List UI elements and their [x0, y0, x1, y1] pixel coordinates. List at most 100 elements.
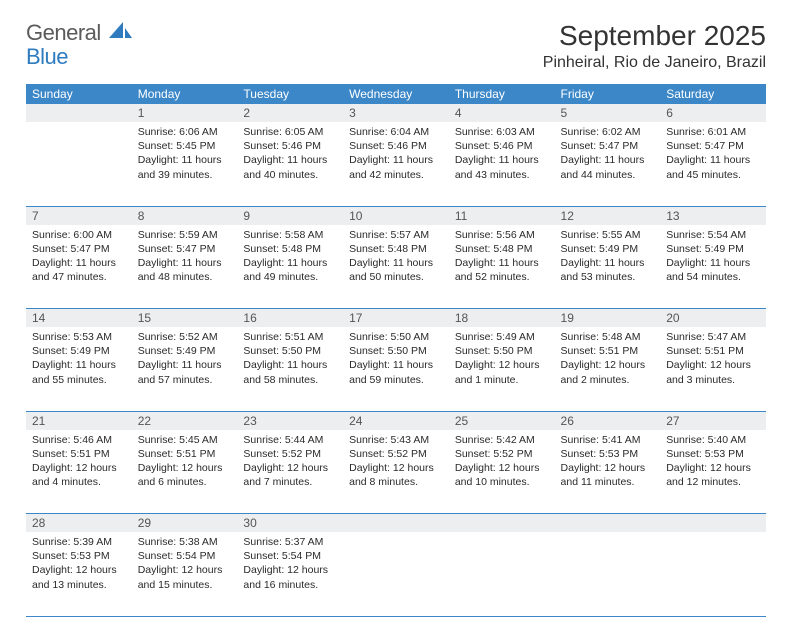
daylight1-label: Daylight: 12 hours — [243, 563, 337, 577]
daylight2-label: and 43 minutes. — [455, 168, 549, 182]
daylight1-label: Daylight: 11 hours — [455, 153, 549, 167]
col-wednesday: Wednesday — [343, 84, 449, 104]
week-row: Sunrise: 5:53 AMSunset: 5:49 PMDaylight:… — [26, 327, 766, 411]
day-cell-text: Sunrise: 6:04 AMSunset: 5:46 PMDaylight:… — [349, 125, 443, 182]
day-cell-text: Sunrise: 5:41 AMSunset: 5:53 PMDaylight:… — [561, 433, 655, 490]
sunset-label: Sunset: 5:46 PM — [243, 139, 337, 153]
day-cell: Sunrise: 6:05 AMSunset: 5:46 PMDaylight:… — [237, 122, 343, 206]
brand-part2: Blue — [26, 44, 68, 70]
day-cell-text: Sunrise: 5:47 AMSunset: 5:51 PMDaylight:… — [666, 330, 760, 387]
sunrise-label: Sunrise: 5:37 AM — [243, 535, 337, 549]
day-cell — [26, 122, 132, 206]
daylight1-label: Daylight: 11 hours — [138, 153, 232, 167]
sunrise-label: Sunrise: 6:01 AM — [666, 125, 760, 139]
sunset-label: Sunset: 5:53 PM — [666, 447, 760, 461]
calendar-body: 123456Sunrise: 6:06 AMSunset: 5:45 PMDay… — [26, 104, 766, 616]
day-cell-text: Sunrise: 6:06 AMSunset: 5:45 PMDaylight:… — [138, 125, 232, 182]
sunset-label: Sunset: 5:47 PM — [32, 242, 126, 256]
day-number: 4 — [449, 104, 555, 122]
sunrise-label: Sunrise: 5:59 AM — [138, 228, 232, 242]
day-cell-text: Sunrise: 5:39 AMSunset: 5:53 PMDaylight:… — [32, 535, 126, 592]
sunset-label: Sunset: 5:48 PM — [243, 242, 337, 256]
day-cell: Sunrise: 5:47 AMSunset: 5:51 PMDaylight:… — [660, 327, 766, 411]
sunset-label: Sunset: 5:52 PM — [455, 447, 549, 461]
sunset-label: Sunset: 5:46 PM — [349, 139, 443, 153]
day-cell: Sunrise: 5:50 AMSunset: 5:50 PMDaylight:… — [343, 327, 449, 411]
day-cell: Sunrise: 5:46 AMSunset: 5:51 PMDaylight:… — [26, 430, 132, 514]
day-number: 24 — [343, 411, 449, 430]
sunrise-label: Sunrise: 5:44 AM — [243, 433, 337, 447]
day-cell: Sunrise: 5:43 AMSunset: 5:52 PMDaylight:… — [343, 430, 449, 514]
daylight1-label: Daylight: 12 hours — [455, 461, 549, 475]
day-number — [660, 514, 766, 533]
daylight2-label: and 45 minutes. — [666, 168, 760, 182]
sunrise-label: Sunrise: 5:53 AM — [32, 330, 126, 344]
daylight1-label: Daylight: 11 hours — [243, 153, 337, 167]
day-cell: Sunrise: 5:55 AMSunset: 5:49 PMDaylight:… — [555, 225, 661, 309]
daylight1-label: Daylight: 12 hours — [349, 461, 443, 475]
day-cell: Sunrise: 6:03 AMSunset: 5:46 PMDaylight:… — [449, 122, 555, 206]
day-cell: Sunrise: 5:40 AMSunset: 5:53 PMDaylight:… — [660, 430, 766, 514]
daylight2-label: and 58 minutes. — [243, 373, 337, 387]
day-number — [555, 514, 661, 533]
day-cell: Sunrise: 5:42 AMSunset: 5:52 PMDaylight:… — [449, 430, 555, 514]
daylight1-label: Daylight: 12 hours — [32, 461, 126, 475]
daylight2-label: and 53 minutes. — [561, 270, 655, 284]
col-friday: Friday — [555, 84, 661, 104]
daylight1-label: Daylight: 12 hours — [138, 461, 232, 475]
sunset-label: Sunset: 5:49 PM — [561, 242, 655, 256]
sunrise-label: Sunrise: 5:58 AM — [243, 228, 337, 242]
day-number: 16 — [237, 309, 343, 328]
sunset-label: Sunset: 5:49 PM — [666, 242, 760, 256]
day-number: 2 — [237, 104, 343, 122]
daylight2-label: and 49 minutes. — [243, 270, 337, 284]
daylight1-label: Daylight: 12 hours — [32, 563, 126, 577]
location-label: Pinheiral, Rio de Janeiro, Brazil — [543, 54, 766, 72]
daylight1-label: Daylight: 11 hours — [455, 256, 549, 270]
sunset-label: Sunset: 5:50 PM — [243, 344, 337, 358]
daylight2-label: and 39 minutes. — [138, 168, 232, 182]
sunset-label: Sunset: 5:48 PM — [349, 242, 443, 256]
sunrise-label: Sunrise: 6:06 AM — [138, 125, 232, 139]
daylight2-label: and 1 minute. — [455, 373, 549, 387]
daylight1-label: Daylight: 11 hours — [32, 358, 126, 372]
day-cell-text: Sunrise: 5:38 AMSunset: 5:54 PMDaylight:… — [138, 535, 232, 592]
day-cell-text: Sunrise: 5:53 AMSunset: 5:49 PMDaylight:… — [32, 330, 126, 387]
sunrise-label: Sunrise: 5:47 AM — [666, 330, 760, 344]
week-row: Sunrise: 5:39 AMSunset: 5:53 PMDaylight:… — [26, 532, 766, 616]
day-number: 3 — [343, 104, 449, 122]
day-cell-text: Sunrise: 5:51 AMSunset: 5:50 PMDaylight:… — [243, 330, 337, 387]
daylight1-label: Daylight: 11 hours — [243, 256, 337, 270]
day-cell: Sunrise: 5:58 AMSunset: 5:48 PMDaylight:… — [237, 225, 343, 309]
daylight1-label: Daylight: 11 hours — [32, 256, 126, 270]
day-cell-text: Sunrise: 5:57 AMSunset: 5:48 PMDaylight:… — [349, 228, 443, 285]
daylight1-label: Daylight: 11 hours — [349, 256, 443, 270]
daylight1-label: Daylight: 12 hours — [243, 461, 337, 475]
sunrise-label: Sunrise: 6:00 AM — [32, 228, 126, 242]
brand-logo-line2: Blue — [26, 44, 68, 70]
day-cell: Sunrise: 6:00 AMSunset: 5:47 PMDaylight:… — [26, 225, 132, 309]
sunrise-label: Sunrise: 5:38 AM — [138, 535, 232, 549]
daylight1-label: Daylight: 11 hours — [243, 358, 337, 372]
daylight1-label: Daylight: 11 hours — [349, 358, 443, 372]
day-cell: Sunrise: 5:41 AMSunset: 5:53 PMDaylight:… — [555, 430, 661, 514]
day-number: 14 — [26, 309, 132, 328]
daylight2-label: and 47 minutes. — [32, 270, 126, 284]
day-cell-text: Sunrise: 6:02 AMSunset: 5:47 PMDaylight:… — [561, 125, 655, 182]
daylight2-label: and 52 minutes. — [455, 270, 549, 284]
day-cell-text: Sunrise: 5:42 AMSunset: 5:52 PMDaylight:… — [455, 433, 549, 490]
daylight1-label: Daylight: 12 hours — [666, 358, 760, 372]
day-cell-text: Sunrise: 5:59 AMSunset: 5:47 PMDaylight:… — [138, 228, 232, 285]
day-cell-text: Sunrise: 5:52 AMSunset: 5:49 PMDaylight:… — [138, 330, 232, 387]
day-cell — [555, 532, 661, 616]
day-cell-text: Sunrise: 5:58 AMSunset: 5:48 PMDaylight:… — [243, 228, 337, 285]
day-number: 11 — [449, 206, 555, 225]
daylight2-label: and 13 minutes. — [32, 578, 126, 592]
daylight1-label: Daylight: 12 hours — [561, 461, 655, 475]
sunrise-label: Sunrise: 5:49 AM — [455, 330, 549, 344]
sunrise-label: Sunrise: 5:55 AM — [561, 228, 655, 242]
sunrise-label: Sunrise: 6:04 AM — [349, 125, 443, 139]
daylight2-label: and 59 minutes. — [349, 373, 443, 387]
daynum-row: 21222324252627 — [26, 411, 766, 430]
daylight1-label: Daylight: 11 hours — [666, 153, 760, 167]
